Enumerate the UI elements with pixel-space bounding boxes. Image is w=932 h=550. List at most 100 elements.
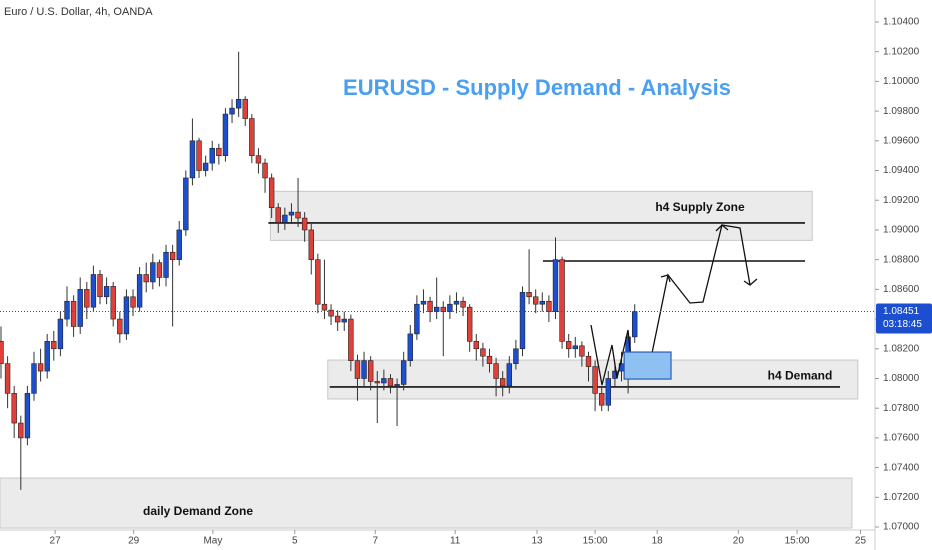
candle-body: [585, 355, 592, 367]
entry-box: [623, 351, 672, 380]
candle-body: [70, 300, 77, 327]
candle-body: [447, 303, 453, 312]
candle-body: [519, 292, 526, 350]
candle-body: [374, 381, 380, 384]
x-tick-label: May: [203, 536, 222, 547]
x-tick-label: 11: [450, 536, 461, 547]
candle-body: [400, 360, 407, 385]
candle-body: [566, 341, 572, 350]
y-tick-label: 1.08200: [883, 343, 920, 354]
candle-body: [288, 211, 295, 216]
candle-body: [103, 286, 110, 298]
candle-body: [117, 318, 123, 335]
candle-body: [433, 306, 440, 312]
candle-body: [235, 98, 242, 109]
y-tick-label: 1.08000: [883, 373, 920, 384]
candles: [0, 51, 638, 490]
candle-body: [183, 177, 189, 231]
x-tick-label: 25: [855, 536, 867, 547]
candle-body: [579, 345, 585, 357]
candle-body: [632, 311, 638, 338]
candle-body: [97, 274, 103, 298]
candle-body: [196, 140, 202, 171]
candle-body: [466, 306, 473, 342]
candle-body: [552, 259, 559, 312]
arrow-head: [743, 278, 758, 286]
candle-body: [506, 363, 512, 387]
x-tick-label: 18: [652, 536, 664, 547]
zone: [269, 190, 813, 241]
candle-body: [420, 300, 427, 305]
candle-body: [414, 303, 420, 335]
candle-body: [0, 341, 4, 364]
candle-body: [37, 363, 44, 372]
candle-body: [605, 378, 612, 406]
candle-body: [539, 300, 545, 305]
y-tick-label: 1.09400: [883, 165, 920, 176]
arrow-head: [715, 224, 729, 232]
y-tick-label: 1.07200: [883, 492, 920, 503]
y-tick-label: 1.09000: [883, 225, 920, 236]
candle-body: [176, 229, 182, 260]
candle-body: [308, 229, 314, 260]
candle-body: [11, 393, 17, 424]
arrow-head: [660, 274, 671, 283]
candle-body: [407, 333, 413, 361]
candle-body: [216, 147, 222, 156]
candle-body: [427, 300, 433, 312]
candle-body: [599, 393, 605, 406]
candle-body: [18, 422, 24, 439]
candle-body: [44, 341, 50, 372]
candle-body: [559, 259, 565, 342]
x-tick-label: 5: [292, 536, 298, 547]
candle-body: [493, 363, 499, 379]
candle-body: [387, 378, 394, 387]
candle-body: [295, 211, 301, 219]
candle-body: [453, 300, 460, 305]
candle-body: [526, 292, 532, 298]
y-tick-label: 1.09600: [883, 135, 920, 146]
candle-body: [301, 217, 308, 231]
candle-body: [460, 300, 466, 308]
candle-body: [209, 147, 215, 164]
candle-body: [367, 360, 374, 382]
y-tick-label: 1.07800: [883, 403, 920, 414]
y-tick-label: 1.09200: [883, 195, 920, 206]
candle-body: [150, 262, 156, 283]
candle-body: [189, 140, 196, 179]
candle-body: [532, 296, 539, 305]
candle-body: [84, 289, 90, 308]
candle-body: [163, 251, 169, 278]
countdown-label: 03:18:45: [883, 319, 922, 330]
candle-body: [440, 306, 446, 312]
candle-body: [348, 318, 354, 361]
candle-body: [592, 366, 598, 394]
candle-body: [334, 315, 341, 323]
candle-body: [572, 345, 579, 350]
candle-body: [4, 363, 11, 394]
last-price-box: [876, 303, 932, 334]
candle-body: [499, 378, 506, 387]
candle-body: [64, 300, 70, 320]
candle-body: [486, 355, 493, 364]
zone: [0, 477, 853, 529]
candle-body: [202, 162, 209, 171]
candle-body: [77, 289, 83, 327]
candle-body: [123, 296, 130, 335]
candle-body: [255, 155, 262, 164]
y-tick-label: 1.08800: [883, 254, 920, 265]
header: Euro / U.S. Dollar, 4h, OANDA: [4, 6, 153, 18]
y-tick-label: 1.10400: [883, 17, 920, 28]
candle-body: [262, 162, 268, 179]
candle-body: [156, 262, 163, 278]
last-price-label: 1.08451: [883, 306, 920, 317]
x-tick-label: 27: [50, 536, 62, 547]
y-tick-label: 1.07000: [883, 522, 920, 533]
candle-body: [249, 118, 255, 156]
candle-body: [328, 309, 334, 317]
candle-body: [222, 113, 229, 156]
y-tick-label: 1.07400: [883, 462, 920, 473]
candle-body: [229, 107, 235, 115]
candle-body: [242, 98, 248, 119]
candle-body: [31, 363, 37, 394]
